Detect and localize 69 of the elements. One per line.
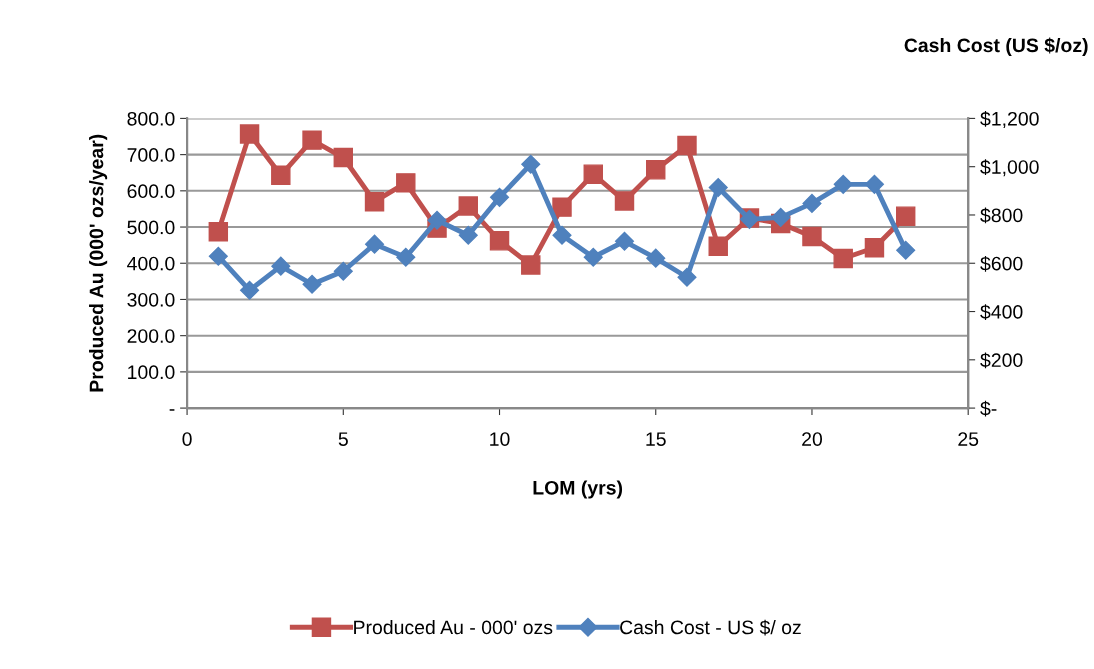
point [614, 191, 635, 211]
point [521, 154, 541, 174]
point [802, 226, 822, 247]
x-tick-label: 15 [646, 432, 666, 446]
point [677, 135, 697, 156]
y2-axis-title: Cash Cost (US $/oz) [904, 37, 1088, 57]
point [208, 222, 229, 242]
point [552, 197, 572, 217]
y-tick-label: 500.0 [127, 220, 175, 235]
point [708, 236, 728, 256]
y2-tick-label: $800 [980, 207, 1023, 224]
point [208, 246, 228, 266]
y-tick-label: - [169, 409, 175, 411]
point [833, 174, 853, 194]
point [364, 191, 385, 212]
y-tick-label: 200.0 [127, 329, 175, 343]
y-tick-label: 100.0 [128, 365, 175, 380]
point [677, 267, 697, 287]
x-axis-title: LOM (yrs) [533, 480, 623, 499]
point [864, 237, 885, 258]
point [708, 177, 728, 197]
point [333, 147, 354, 168]
point [239, 124, 260, 144]
y-tick-label: 700.0 [127, 148, 175, 162]
point [552, 225, 572, 245]
point [302, 274, 322, 294]
point [302, 130, 322, 150]
point [521, 255, 541, 275]
y2-tick-label: $400 [980, 304, 1023, 320]
y2-tick-label: $600 [980, 255, 1023, 272]
point [365, 234, 385, 254]
y2-tick-label: $200 [980, 352, 1023, 369]
x-tick-label: 10 [490, 432, 510, 446]
point [833, 248, 853, 269]
y-tick-label: 400.0 [127, 256, 175, 271]
point [240, 280, 260, 300]
y-tick-label: 600.0 [127, 184, 175, 199]
x-tick-label: 0 [182, 432, 192, 446]
legend-label: Cash Cost - US $/ oz [620, 619, 801, 636]
point [427, 210, 447, 230]
x-tick-label: 5 [338, 432, 348, 446]
point [646, 248, 666, 268]
point [489, 187, 510, 207]
y-tick-label: 800.0 [127, 111, 175, 126]
point [396, 173, 416, 193]
point [583, 247, 603, 267]
x-tick-label: 20 [802, 432, 823, 446]
point [896, 240, 916, 260]
point [646, 160, 666, 180]
point [458, 225, 478, 245]
y2-tick-label: $1,200 [980, 111, 1039, 128]
x-tick-label: 25 [958, 432, 979, 446]
y2-tick-label: $- [980, 400, 997, 417]
point [864, 174, 884, 194]
legend-label: Produced Au - 000' ozs [354, 619, 553, 635]
point [396, 247, 416, 267]
point [895, 206, 916, 226]
y-axis-title: Produced Au (000' ozs/year) [89, 134, 108, 392]
y2-tick-label: $1,000 [980, 159, 1039, 177]
point [583, 164, 603, 184]
point [614, 231, 635, 251]
point [333, 261, 353, 281]
point [489, 231, 510, 251]
point [802, 193, 822, 213]
point [458, 196, 478, 216]
y-tick-label: 300.0 [127, 292, 175, 307]
point [271, 165, 291, 185]
point [771, 207, 791, 227]
point [271, 256, 291, 276]
